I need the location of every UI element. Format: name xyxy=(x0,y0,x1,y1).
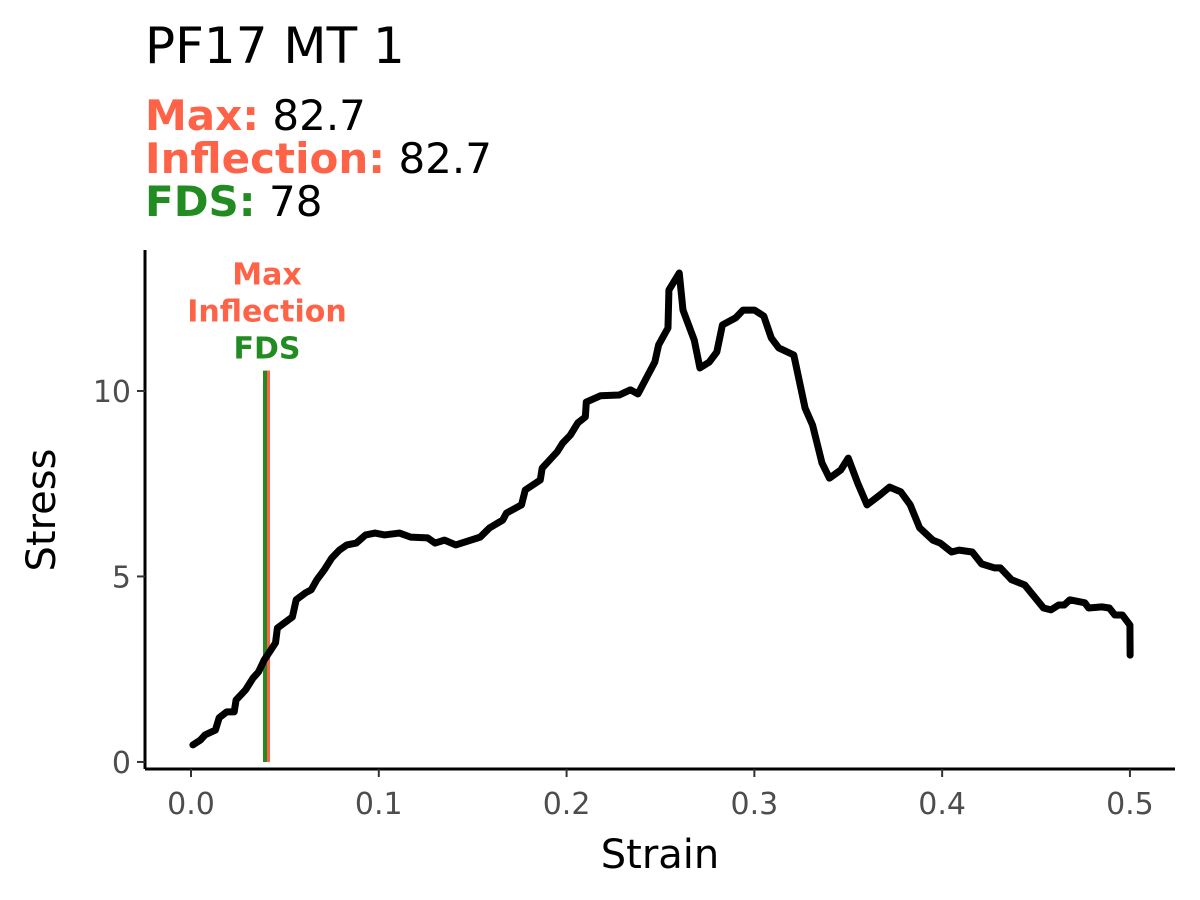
chart-title: PF17 MT 1 xyxy=(145,17,405,75)
reference-label: Inflection xyxy=(187,295,346,330)
y-tick-label: 0 xyxy=(112,746,131,781)
stat-line: Inflection: 82.7 xyxy=(145,134,492,183)
y-axis-label: Stress xyxy=(19,449,65,572)
stat-line: FDS: 78 xyxy=(145,177,322,226)
y-tick-label: 10 xyxy=(93,375,131,410)
x-tick-label: 0.0 xyxy=(167,787,215,822)
reference-label: Max xyxy=(232,258,301,293)
x-tick-label: 0.2 xyxy=(543,787,591,822)
stat-value: 82.7 xyxy=(272,91,366,140)
y-tick-label: 5 xyxy=(112,560,131,595)
stat-value: 78 xyxy=(269,177,322,226)
x-tick-label: 0.5 xyxy=(1106,787,1154,822)
x-tick-label: 0.4 xyxy=(918,787,966,822)
stat-label: Max: xyxy=(145,91,259,140)
stat-line: Max: 82.7 xyxy=(145,91,366,140)
stat-value: 82.7 xyxy=(398,134,492,183)
x-tick-label: 0.3 xyxy=(731,787,779,822)
reference-label: FDS xyxy=(233,332,300,367)
x-axis-label: Strain xyxy=(601,832,720,878)
stat-label: Inflection: xyxy=(145,134,385,183)
stat-label: FDS: xyxy=(145,177,256,226)
x-tick-label: 0.1 xyxy=(355,787,403,822)
data-line xyxy=(189,269,1134,749)
